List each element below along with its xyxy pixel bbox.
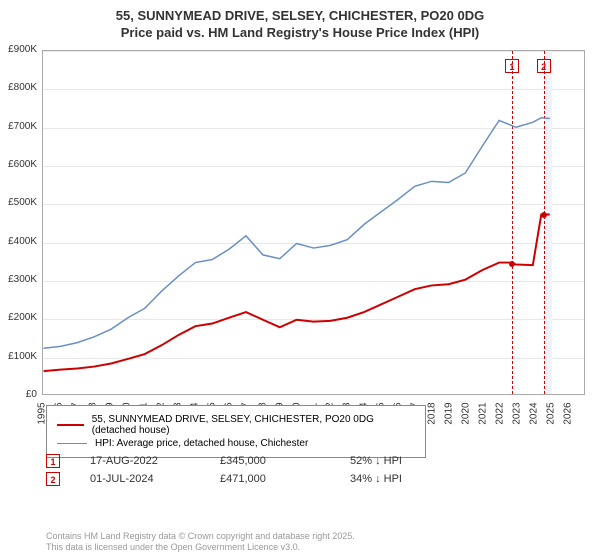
footer-line-1: Contains HM Land Registry data © Crown c… [46, 531, 355, 543]
y-axis-label: £100K [0, 351, 37, 362]
y-axis-label: £500K [0, 197, 37, 208]
marker-box: 1 [505, 59, 519, 73]
y-axis-label: £800K [0, 82, 37, 93]
legend-label: 55, SUNNYMEAD DRIVE, SELSEY, CHICHESTER,… [92, 414, 415, 436]
x-axis-label: 2020 [461, 399, 472, 429]
footer-attribution: Contains HM Land Registry data © Crown c… [46, 531, 355, 554]
row-marker: 1 [46, 454, 60, 468]
row-price: £471,000 [220, 473, 350, 485]
x-axis-label: 2019 [444, 399, 455, 429]
y-axis-label: £0 [0, 389, 37, 400]
price-data-table: 1 17-AUG-2022 £345,000 52% ↓ HPI 2 01-JUL… [46, 450, 480, 490]
legend-label: HPI: Average price, detached house, Chic… [95, 438, 308, 449]
row-price: £345,000 [220, 455, 350, 467]
x-axis-label: 2022 [495, 399, 506, 429]
y-axis-label: £300K [0, 274, 37, 285]
footer-line-2: This data is licensed under the Open Gov… [46, 542, 355, 554]
y-axis-label: £900K [0, 44, 37, 55]
x-axis-label: 2024 [529, 399, 540, 429]
row-delta: 52% ↓ HPI [350, 455, 480, 467]
line-chart-svg [43, 51, 584, 394]
y-axis-label: £200K [0, 312, 37, 323]
x-axis-label: 2018 [427, 399, 438, 429]
row-date: 01-JUL-2024 [90, 473, 220, 485]
row-date: 17-AUG-2022 [90, 455, 220, 467]
x-axis-label: 2023 [512, 399, 523, 429]
row-marker: 2 [46, 472, 60, 486]
legend-item: HPI: Average price, detached house, Chic… [57, 438, 415, 449]
x-axis-label: 2021 [478, 399, 489, 429]
data-row: 2 01-JUL-2024 £471,000 34% ↓ HPI [46, 472, 480, 486]
legend-item: 55, SUNNYMEAD DRIVE, SELSEY, CHICHESTER,… [57, 414, 415, 436]
data-row: 1 17-AUG-2022 £345,000 52% ↓ HPI [46, 454, 480, 468]
series-hpi [44, 118, 550, 349]
y-axis-label: £700K [0, 121, 37, 132]
title-line-1: 55, SUNNYMEAD DRIVE, SELSEY, CHICHESTER,… [0, 8, 600, 25]
price-point-marker [541, 212, 547, 218]
marker-box: 2 [537, 59, 551, 73]
price-point-marker [509, 261, 515, 267]
chart-title: 55, SUNNYMEAD DRIVE, SELSEY, CHICHESTER,… [0, 8, 600, 42]
title-line-2: Price paid vs. HM Land Registry's House … [0, 25, 600, 42]
y-axis-label: £600K [0, 159, 37, 170]
x-axis-label: 2026 [563, 399, 574, 429]
x-axis-label: 2025 [546, 399, 557, 429]
chart-container: 55, SUNNYMEAD DRIVE, SELSEY, CHICHESTER,… [0, 0, 600, 560]
plot-area: 12 [42, 50, 585, 395]
y-axis-label: £400K [0, 236, 37, 247]
row-delta: 34% ↓ HPI [350, 473, 480, 485]
series-price_paid [44, 215, 550, 372]
